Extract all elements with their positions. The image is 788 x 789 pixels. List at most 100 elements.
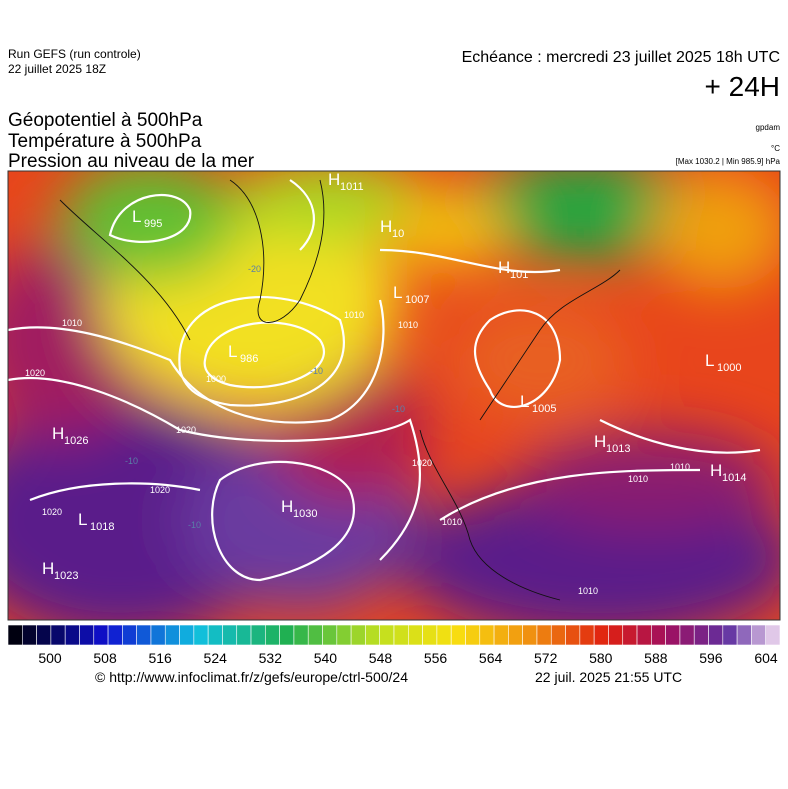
isobar-label: 1010 bbox=[670, 462, 690, 472]
colorbar-tick-label: 604 bbox=[754, 650, 778, 666]
colorbar-swatch bbox=[93, 624, 109, 646]
pressure-value: 1018 bbox=[90, 521, 114, 533]
colorbar-swatch bbox=[379, 624, 395, 646]
pressure-value: 1023 bbox=[54, 570, 78, 582]
colorbar-swatch bbox=[307, 624, 323, 646]
isobar-label: 1020 bbox=[176, 425, 196, 435]
colorbar-swatch bbox=[593, 624, 609, 646]
pressure-center: H bbox=[52, 424, 64, 443]
isobar-label: 1010 bbox=[442, 517, 462, 527]
pressure-center: H bbox=[498, 258, 510, 277]
pressure-center: H bbox=[594, 432, 606, 451]
colorbar-swatch bbox=[765, 624, 781, 646]
temperature-label: -20 bbox=[248, 264, 261, 274]
colorbar-swatch bbox=[79, 624, 95, 646]
pressure-value: 1030 bbox=[293, 508, 317, 520]
colorbar-swatch bbox=[693, 624, 709, 646]
pressure-value: 986 bbox=[240, 353, 258, 365]
pressure-center: H bbox=[42, 559, 54, 578]
colorbar-swatch bbox=[150, 624, 166, 646]
isobar-label: 1020 bbox=[412, 458, 432, 468]
colorbar-swatch bbox=[236, 624, 252, 646]
colorbar-tick-label: 500 bbox=[38, 650, 62, 666]
isobar-label: 1020 bbox=[42, 507, 62, 517]
pressure-value: 101 bbox=[510, 269, 528, 281]
colorbar-swatch bbox=[122, 624, 137, 646]
map-field bbox=[8, 171, 780, 620]
colorbar-swatch bbox=[207, 624, 223, 646]
colorbar-swatch bbox=[550, 624, 566, 646]
colorbar-swatch bbox=[751, 624, 767, 646]
unit: [Max 1030.2 | Min 985.9] hPa bbox=[676, 157, 781, 166]
colorbar-swatch bbox=[50, 624, 66, 646]
temperature-label: -10 bbox=[125, 456, 138, 466]
isobar-label: 1010 bbox=[62, 318, 82, 328]
colorbar-swatch bbox=[250, 624, 266, 646]
colorbar-swatch bbox=[179, 624, 195, 646]
colorbar-swatch bbox=[522, 624, 538, 646]
colorbar-swatch bbox=[508, 624, 523, 646]
pressure-value: 995 bbox=[144, 218, 162, 230]
colorbar-tick-label: 564 bbox=[479, 650, 503, 666]
colorbar: 500 508 516 524 532 540 548 556 564 572 580 588 596 6… bbox=[7, 624, 781, 666]
colorbar-swatch bbox=[350, 624, 366, 646]
pressure-center: L bbox=[78, 510, 87, 529]
colorbar-swatch bbox=[679, 624, 695, 646]
isobar-label: 1010 bbox=[344, 310, 364, 320]
colorbar-swatch bbox=[393, 624, 409, 646]
pressure-value: 10 bbox=[392, 228, 404, 240]
title: Pression au niveau de la mer bbox=[8, 151, 255, 172]
pressure-value: 1013 bbox=[606, 443, 630, 455]
colorbar-swatch bbox=[708, 624, 724, 646]
run-date: 22 juillet 2025 18Z bbox=[8, 62, 106, 76]
colorbar-tick-label: 548 bbox=[369, 650, 393, 666]
temperature-label: -10 bbox=[392, 404, 405, 414]
colorbar-tick-label: 516 bbox=[148, 650, 172, 666]
colorbar-swatch bbox=[565, 624, 581, 646]
colorbar-swatch bbox=[365, 624, 381, 646]
colorbar-swatch bbox=[407, 624, 423, 646]
colorbar-tick-label: 572 bbox=[534, 650, 558, 666]
pressure-value: 1011 bbox=[340, 181, 364, 193]
colorbar-swatch bbox=[722, 624, 738, 646]
colorbar-swatch bbox=[164, 624, 180, 646]
colorbar-swatch bbox=[193, 624, 209, 646]
colorbar-tick-label: 588 bbox=[644, 650, 668, 666]
lead-time: + 24H bbox=[705, 71, 781, 102]
colorbar-swatch bbox=[21, 624, 37, 646]
unit: °C bbox=[771, 144, 780, 153]
pressure-value: 1007 bbox=[405, 294, 429, 306]
pressure-center: H bbox=[281, 497, 293, 516]
echeance: Echéance : mercredi 23 juillet 2025 18h … bbox=[462, 49, 780, 66]
temperature-label: -10 bbox=[310, 366, 323, 376]
colorbar-swatch bbox=[465, 624, 481, 646]
colorbar-tick-label: 556 bbox=[424, 650, 448, 666]
isobar-label: 1010 bbox=[398, 320, 418, 330]
pressure-center: H bbox=[710, 461, 722, 480]
pressure-value: 1000 bbox=[717, 362, 741, 374]
colorbar-swatch bbox=[665, 624, 681, 646]
colorbar-tick-label: 532 bbox=[259, 650, 283, 666]
colorbar-swatch bbox=[422, 624, 438, 646]
isobar-label: 1000 bbox=[206, 374, 226, 384]
pressure-value: 1014 bbox=[722, 472, 746, 484]
colorbar-swatch bbox=[479, 624, 495, 646]
colorbar-tick-label: 580 bbox=[589, 650, 613, 666]
colorbar-swatch bbox=[7, 624, 23, 646]
isobar-label: 1010 bbox=[628, 474, 648, 484]
pressure-center: H bbox=[380, 217, 392, 236]
colorbar-swatch bbox=[536, 624, 552, 646]
colorbar-swatch bbox=[336, 624, 352, 646]
colorbar-swatch bbox=[36, 624, 52, 646]
pressure-center: H bbox=[328, 170, 340, 189]
colorbar-swatch bbox=[450, 624, 466, 646]
colorbar-swatch bbox=[107, 624, 123, 646]
isobar-label: 1020 bbox=[25, 368, 45, 378]
colorbar-swatch bbox=[651, 624, 666, 646]
isobar-label: 1020 bbox=[150, 485, 170, 495]
pressure-value: 1026 bbox=[64, 435, 88, 447]
colorbar-tick-label: 596 bbox=[699, 650, 723, 666]
